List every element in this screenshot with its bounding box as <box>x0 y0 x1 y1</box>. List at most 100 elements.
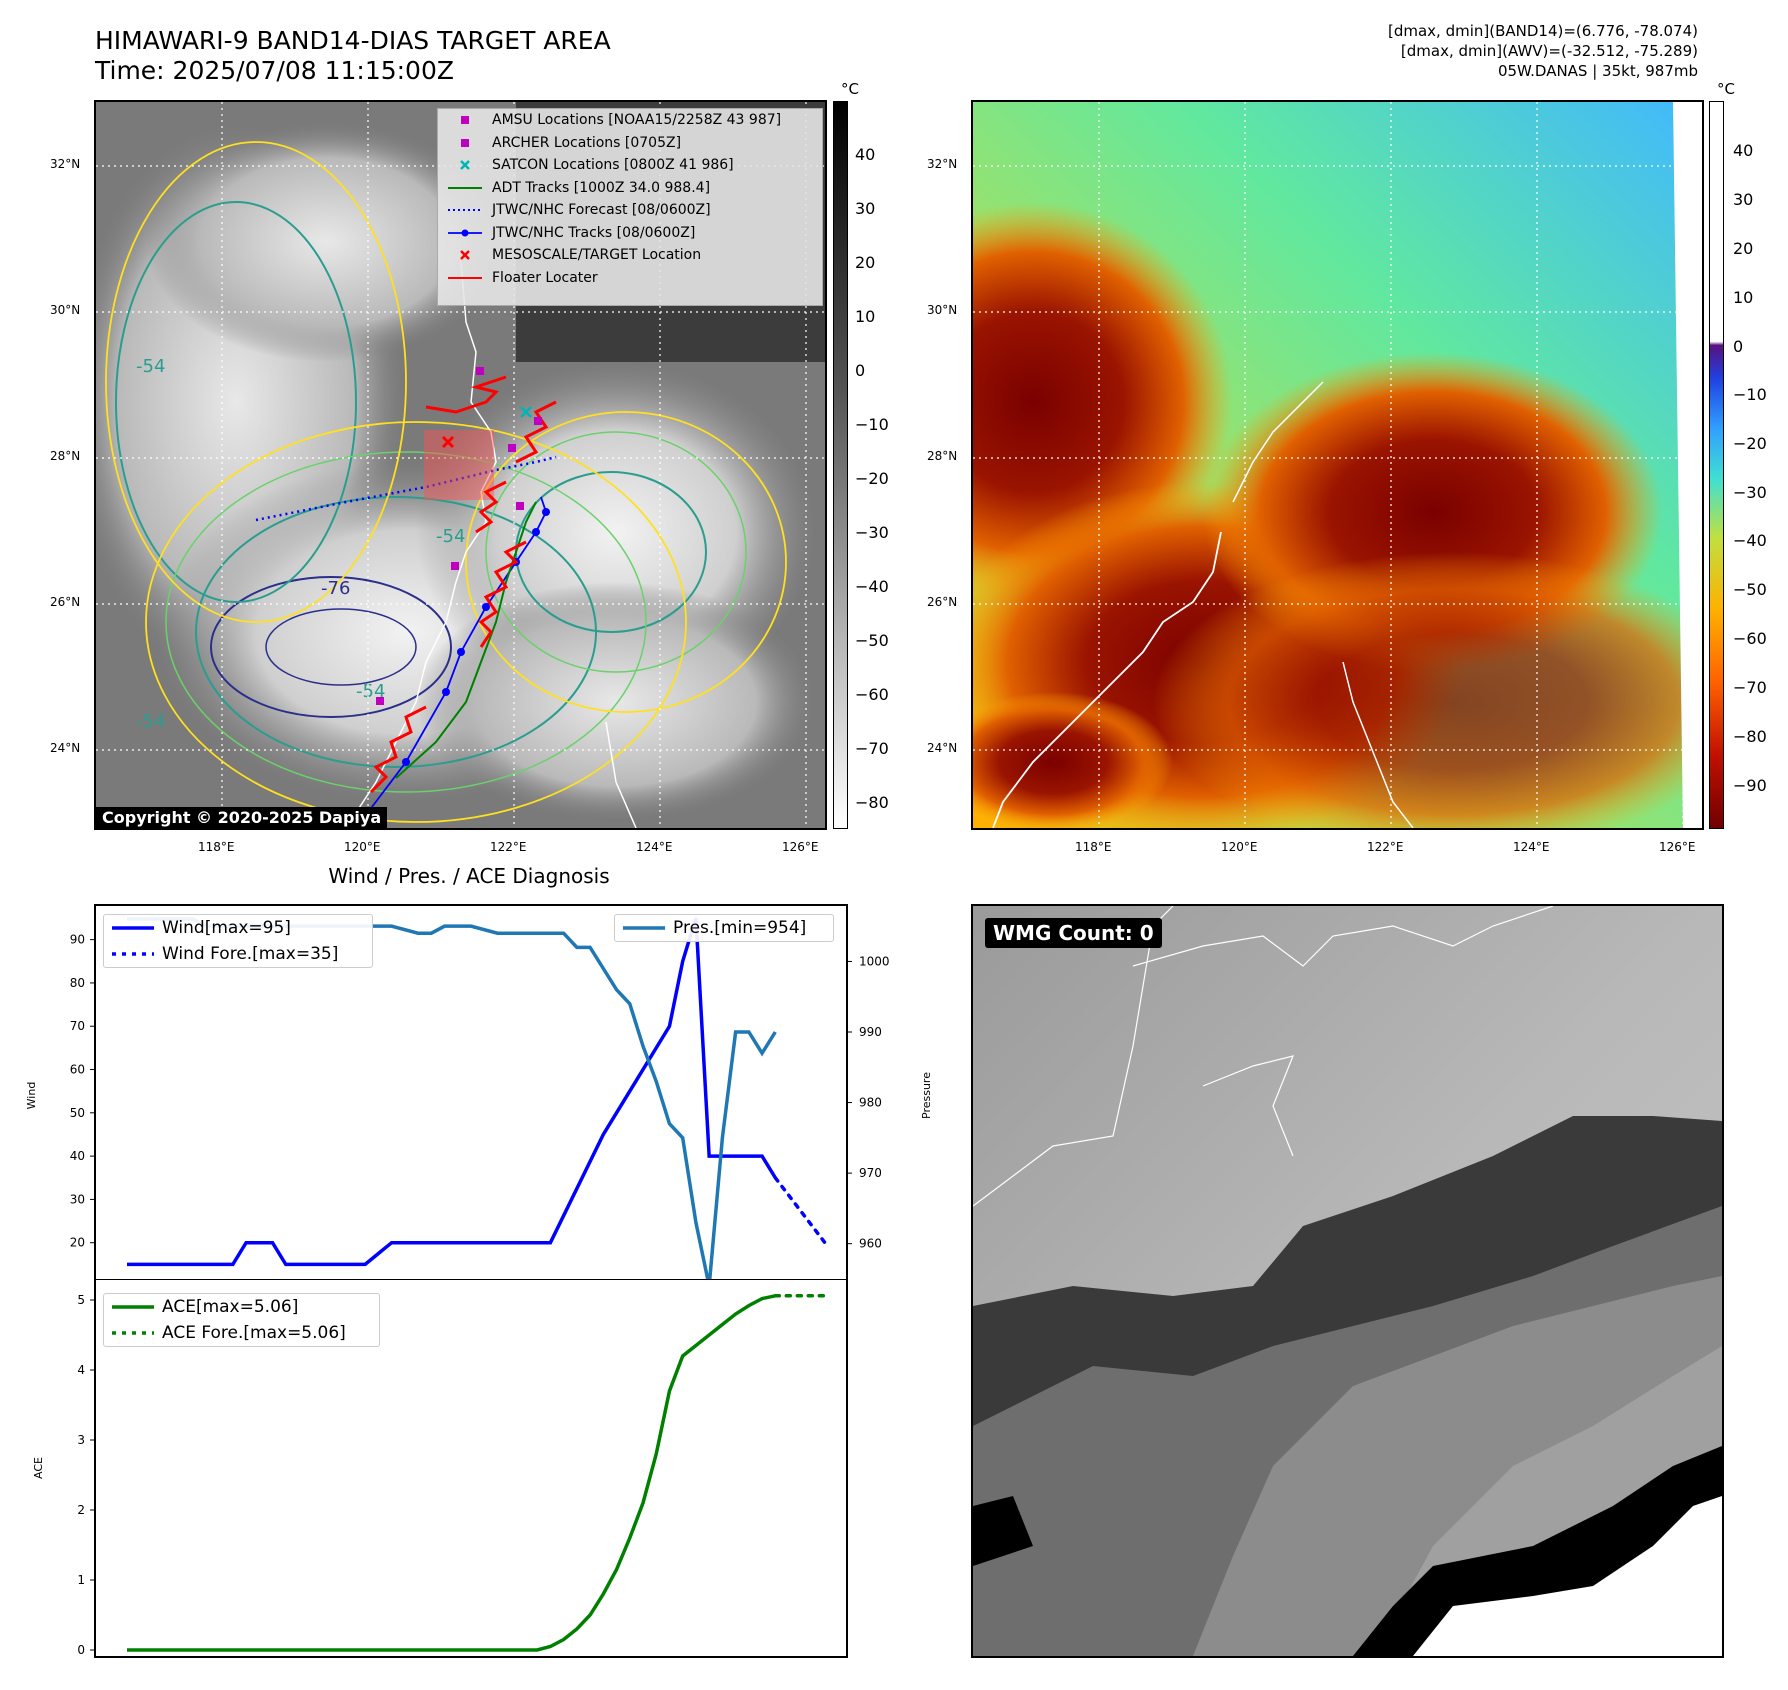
cbl-tick: 30 <box>855 199 876 218</box>
cbl-tick: 40 <box>855 145 876 164</box>
lon-label-120: 120°E <box>344 840 381 854</box>
cbr-tick: −60 <box>1733 629 1767 648</box>
wmg-image <box>973 906 1722 1656</box>
cbl-tick: 0 <box>855 361 866 380</box>
pres-ytick-label: 1000 <box>859 954 890 968</box>
ace-ytick-label: 3 <box>77 1433 85 1447</box>
legend-wind: Wind[max=95] <box>104 915 372 941</box>
legend-ace: ACE[max=5.06] <box>104 1294 379 1320</box>
map-legend: AMSU Locations [NOAA15/2258Z 43 987] ARC… <box>437 108 823 306</box>
cbr-tick: −30 <box>1733 483 1767 502</box>
cbl-tick: −70 <box>855 739 889 758</box>
legend-amsu: AMSU Locations [NOAA15/2258Z 43 987] <box>438 109 822 132</box>
awv-map-image <box>973 102 1702 828</box>
wind-ytick-label: 60 <box>70 1063 85 1077</box>
colorbar-right-unit: °C <box>1717 80 1735 98</box>
lat-label-30-right: 30°N <box>927 303 958 317</box>
lat-label-26-right: 26°N <box>927 595 958 609</box>
legend-wind-label: Wind[max=95] <box>162 918 291 938</box>
lat-label-28: 28°N <box>50 449 81 463</box>
lat-label-24: 24°N <box>50 741 81 755</box>
cbr-tick: −20 <box>1733 434 1767 453</box>
cbl-tick: 10 <box>855 307 876 326</box>
lat-label-24-right: 24°N <box>927 741 958 755</box>
legend-pres: Pres.[min=954] <box>615 915 833 941</box>
legend-jtwc-forecast: JTWC/NHC Forecast [08/0600Z] <box>438 199 822 222</box>
colorbar-right <box>1709 101 1724 829</box>
legend-floater: Floater Locater <box>438 267 822 290</box>
cbl-tick: −80 <box>855 793 889 812</box>
contour-label-54b: -54 <box>436 526 465 547</box>
series-line-1 <box>773 1176 830 1249</box>
ace-ytick-label: 4 <box>77 1363 85 1377</box>
lon-label-118-right: 118°E <box>1075 840 1112 854</box>
lon-label-124-right: 124°E <box>1513 840 1550 854</box>
cbr-tick: 30 <box>1733 190 1754 209</box>
wind-plot-frame <box>94 904 848 1286</box>
legend-ace-label: ACE[max=5.06] <box>162 1297 299 1317</box>
dmax-band14: [dmax, dmin](BAND14)=(6.776, -78.074) <box>1387 22 1698 40</box>
legend-satcon-label: SATCON Locations [0800Z 41 986] <box>492 157 734 174</box>
lon-label-120-right: 120°E <box>1221 840 1258 854</box>
pres-ylabel: Pressure <box>920 1072 933 1119</box>
legend-floater-label: Floater Locater <box>492 269 598 286</box>
diagnosis-title: Wind / Pres. / ACE Diagnosis <box>328 864 610 888</box>
figure-time: Time: 2025/07/08 11:15:00Z <box>95 56 454 85</box>
contour-label-54c: -54 <box>356 681 385 702</box>
legend-adt: ADT Tracks [1000Z 34.0 988.4] <box>438 177 822 200</box>
figure-title: HIMAWARI-9 BAND14-DIAS TARGET AREA <box>95 26 611 55</box>
legend-archer: ARCHER Locations [0705Z] <box>438 132 822 155</box>
lat-label-32-right: 32°N <box>927 157 958 171</box>
wind-ytick-label: 50 <box>70 1106 85 1120</box>
cbl-tick: −60 <box>855 685 889 704</box>
legend-amsu-label: AMSU Locations [NOAA15/2258Z 43 987] <box>492 112 782 129</box>
pres-ytick-label: 980 <box>859 1096 882 1110</box>
legend-jtwc-tracks-label: JTWC/NHC Tracks [08/0600Z] <box>492 224 696 241</box>
cbr-tick: −70 <box>1733 678 1767 697</box>
cbr-tick: −50 <box>1733 580 1767 599</box>
wind-ytick-label: 40 <box>70 1149 85 1163</box>
lon-label-122: 122°E <box>490 840 527 854</box>
legend-jtwc-forecast-label: JTWC/NHC Forecast [08/0600Z] <box>492 202 711 219</box>
wmg-panel: WMG Count: 0 <box>971 904 1724 1658</box>
wind-ylabel: Wind <box>25 1082 38 1110</box>
wmg-count-badge: WMG Count: 0 <box>985 918 1162 948</box>
contour-label-76: -76 <box>321 578 350 599</box>
lon-label-126-right: 126°E <box>1659 840 1696 854</box>
cbl-tick: −50 <box>855 631 889 650</box>
legend-archer-label: ARCHER Locations [0705Z] <box>492 134 682 151</box>
pres-ytick-label: 960 <box>859 1237 882 1251</box>
legend-jtwc-tracks: JTWC/NHC Tracks [08/0600Z] <box>438 222 822 245</box>
ace-ytick-label: 1 <box>77 1573 85 1587</box>
copyright-badge: Copyright © 2020-2025 Dapiya <box>96 807 388 828</box>
colorbar-left <box>833 101 848 829</box>
cbl-tick: −30 <box>855 523 889 542</box>
legend-wind-fore-label: Wind Fore.[max=35] <box>162 944 339 964</box>
cbr-tick: −90 <box>1733 776 1767 795</box>
legend-adt-label: ADT Tracks [1000Z 34.0 988.4] <box>492 179 711 196</box>
pres-ytick-label: 970 <box>859 1166 882 1180</box>
cbr-tick: −40 <box>1733 531 1767 550</box>
ace-ylabel: ACE <box>32 1457 45 1479</box>
series-line-0 <box>127 917 777 1267</box>
cbr-tick: 40 <box>1733 141 1754 160</box>
colorbar-right-ticks: 40 30 20 10 0 −10 −20 −30 −40 −50 −60 −7… <box>1733 101 1788 829</box>
wind-ytick-label: 80 <box>70 976 85 990</box>
cbl-tick: −10 <box>855 415 889 434</box>
lon-label-126: 126°E <box>782 840 819 854</box>
legend-wind-fore: Wind Fore.[max=35] <box>104 941 372 967</box>
legend-pres-label: Pres.[min=954] <box>673 918 807 938</box>
legend-ace-fore: ACE Fore.[max=5.06] <box>104 1320 379 1346</box>
ace-series-line-0 <box>127 1294 776 1652</box>
contour-label-54d: -54 <box>136 711 165 732</box>
contour-label-54a: -54 <box>136 356 165 377</box>
wind-ytick-label: 30 <box>70 1192 85 1206</box>
ir-map-panel: -76 -54 -54 -54 -54 <box>94 100 827 830</box>
awv-map-panel <box>971 100 1704 830</box>
cbr-tick: 0 <box>1733 337 1744 356</box>
ace-ytick-label: 5 <box>77 1293 85 1307</box>
lon-label-124: 124°E <box>636 840 673 854</box>
cbr-tick: 10 <box>1733 288 1754 307</box>
cbl-tick: 20 <box>855 253 876 272</box>
lat-label-30: 30°N <box>50 303 81 317</box>
